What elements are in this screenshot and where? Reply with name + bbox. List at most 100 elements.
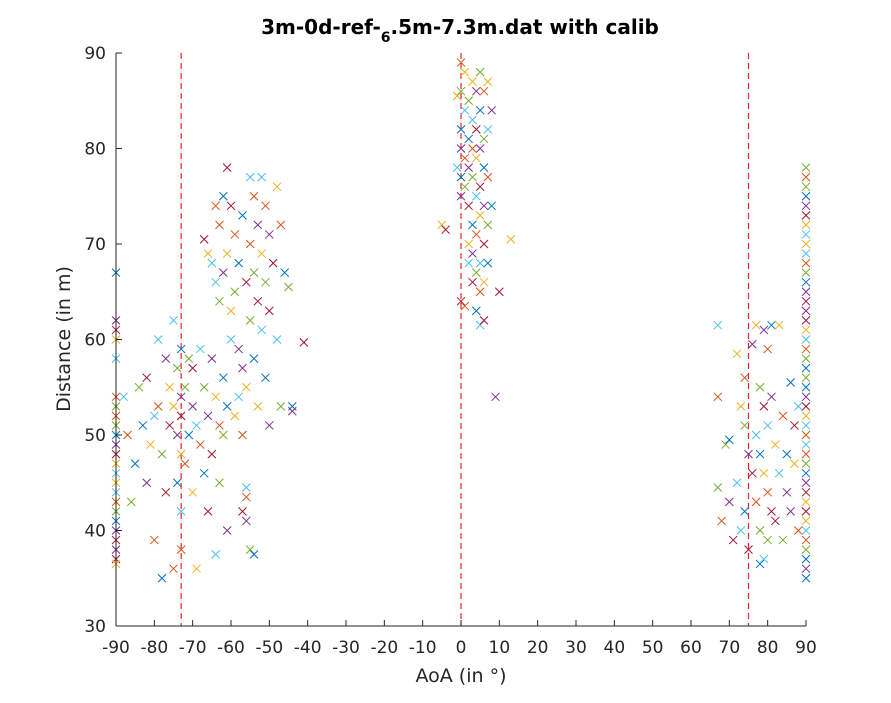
data-point [801, 344, 811, 354]
data-point [441, 225, 451, 235]
data-point [456, 296, 466, 306]
data-point [801, 430, 811, 440]
data-point [475, 105, 485, 115]
data-point [272, 335, 282, 344]
data-point [468, 144, 477, 153]
data-point [464, 201, 474, 211]
data-point [134, 382, 144, 392]
data-point [713, 320, 723, 330]
x-tick-label: 30 [565, 638, 587, 658]
data-point [724, 497, 734, 507]
data-point [487, 105, 497, 115]
data-point [241, 382, 251, 392]
data-point [801, 201, 811, 211]
data-point [165, 382, 175, 392]
data-point [176, 449, 186, 459]
data-point [280, 268, 290, 278]
data-point [245, 172, 255, 182]
data-point [801, 287, 811, 297]
data-point [483, 77, 493, 87]
data-point [770, 440, 780, 449]
data-point [222, 163, 232, 172]
data-point [491, 392, 500, 402]
data-point [230, 411, 240, 421]
data-point [261, 201, 270, 211]
data-point [215, 421, 224, 430]
data-point [801, 249, 811, 258]
x-tick-labels: -90 -80 -70 -60 -50 -40 -30 -20 -10 0 10 20 30 40 50 60… [102, 638, 817, 658]
data-point [460, 182, 470, 192]
data-point [744, 449, 753, 459]
data-point [763, 421, 773, 430]
data-point [786, 378, 796, 387]
data-point [801, 497, 811, 507]
data-point [475, 258, 485, 268]
data-point [479, 163, 489, 172]
data-point [487, 201, 497, 211]
data-point [801, 306, 811, 316]
data-point [203, 507, 213, 516]
data-point [119, 392, 129, 402]
data-point [207, 258, 217, 268]
data-point [249, 268, 259, 278]
data-point [234, 392, 244, 402]
data-point [751, 497, 761, 507]
data-point [264, 230, 274, 239]
data-point [471, 125, 481, 134]
data-point [740, 373, 750, 383]
data-point [483, 220, 493, 230]
data-point [230, 287, 240, 297]
data-point [744, 545, 753, 554]
data-point [786, 507, 796, 516]
data-point [172, 430, 182, 440]
data-point [801, 554, 811, 564]
data-point [234, 344, 244, 354]
data-point [774, 320, 784, 330]
data-point [494, 287, 504, 297]
data-point [215, 220, 224, 230]
data-point [268, 258, 278, 268]
data-point [176, 507, 186, 516]
data-point [203, 411, 213, 421]
data-point [149, 411, 159, 421]
data-point [728, 535, 738, 545]
data-point [801, 296, 811, 306]
data-point [468, 172, 477, 182]
data-point [207, 354, 217, 363]
data-point [479, 239, 489, 249]
x-tick-label: -20 [370, 638, 398, 658]
x-tick-label: 20 [527, 638, 549, 658]
data-point [257, 325, 267, 335]
data-point [192, 421, 201, 430]
data-point [479, 316, 489, 325]
data-point [138, 421, 148, 430]
data-point [767, 507, 776, 516]
data-point [276, 401, 286, 411]
data-point [801, 258, 811, 268]
data-point [483, 258, 493, 268]
data-point [238, 507, 247, 516]
data-point [264, 306, 274, 316]
data-point [123, 430, 132, 440]
data-point [801, 230, 811, 239]
x-tick-label: -40 [294, 638, 322, 658]
data-point [721, 440, 730, 449]
data-point [801, 478, 811, 488]
data-point [801, 535, 811, 545]
data-point [176, 344, 186, 354]
data-points [111, 58, 811, 583]
data-point [801, 172, 811, 182]
data-point [475, 182, 485, 192]
data-point [165, 421, 175, 430]
y-tick-label: 30 [84, 617, 106, 637]
data-point [713, 392, 723, 402]
data-point [747, 339, 757, 349]
x-axis-label: AoA (in °) [415, 665, 506, 687]
data-point [471, 306, 481, 316]
data-point [759, 401, 769, 411]
data-point [732, 478, 742, 488]
data-point [763, 535, 773, 545]
data-point [238, 210, 247, 220]
data-point [801, 220, 811, 230]
